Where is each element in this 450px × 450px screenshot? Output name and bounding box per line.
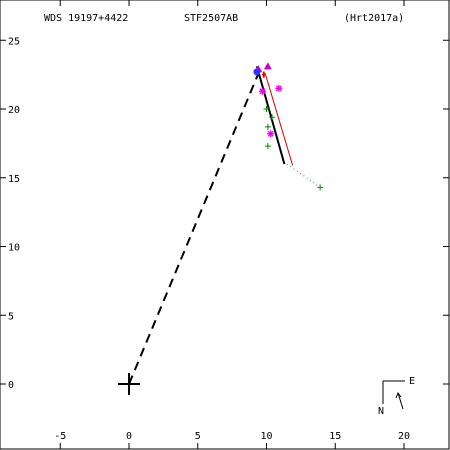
x-tick-label: -5 <box>54 431 66 442</box>
motion-arrowhead-icon <box>395 391 402 399</box>
observation-markers <box>253 62 324 191</box>
y-tick-label: 5 <box>8 311 14 322</box>
y-tick-label: 0 <box>8 380 14 391</box>
header-pair-name: STF2507AB <box>184 13 238 24</box>
observation-plus-marker <box>269 114 275 121</box>
orbit-black-segment <box>255 66 286 165</box>
y-tick-label: 15 <box>8 174 20 185</box>
header-reference: (Hrt2017a) <box>344 13 404 24</box>
observation-star-marker <box>275 84 283 92</box>
y-tick-label: 25 <box>8 36 20 47</box>
observation-plus-marker <box>264 143 271 150</box>
observation-triangle-marker <box>263 62 272 70</box>
y-tick-label: 10 <box>8 243 20 254</box>
x-tick-label: 10 <box>260 431 272 442</box>
observation-plus-marker <box>264 123 271 130</box>
star-bar-d2 <box>275 85 282 92</box>
x-tick-label: 20 <box>398 431 410 442</box>
compass-north-label: N <box>378 406 384 417</box>
observation-star-marker <box>267 130 275 138</box>
projection-dashed-line <box>128 70 261 385</box>
star-bar-d2 <box>259 88 266 95</box>
observation-red-tick-marker <box>261 71 266 78</box>
observation-circle-marker <box>253 68 261 76</box>
x-tick-label: 0 <box>126 431 132 442</box>
compass-east-label: E <box>409 376 415 387</box>
dotted-extension-line <box>286 163 321 188</box>
x-tick-label: 15 <box>329 431 341 442</box>
observation-plus-marker <box>317 184 324 191</box>
x-tick-label: 5 <box>195 431 201 442</box>
observation-plus-marker <box>263 106 270 112</box>
star-bar-d2 <box>267 130 274 137</box>
compass: E N <box>378 376 415 417</box>
orbit-red-segment <box>264 73 294 166</box>
header-wds-id: WDS 19197+4422 <box>44 13 128 24</box>
y-tick-label: 20 <box>8 105 20 116</box>
orbit-lines <box>118 66 321 395</box>
motion-arrow-icon <box>397 392 404 410</box>
observation-star-marker <box>258 87 266 95</box>
